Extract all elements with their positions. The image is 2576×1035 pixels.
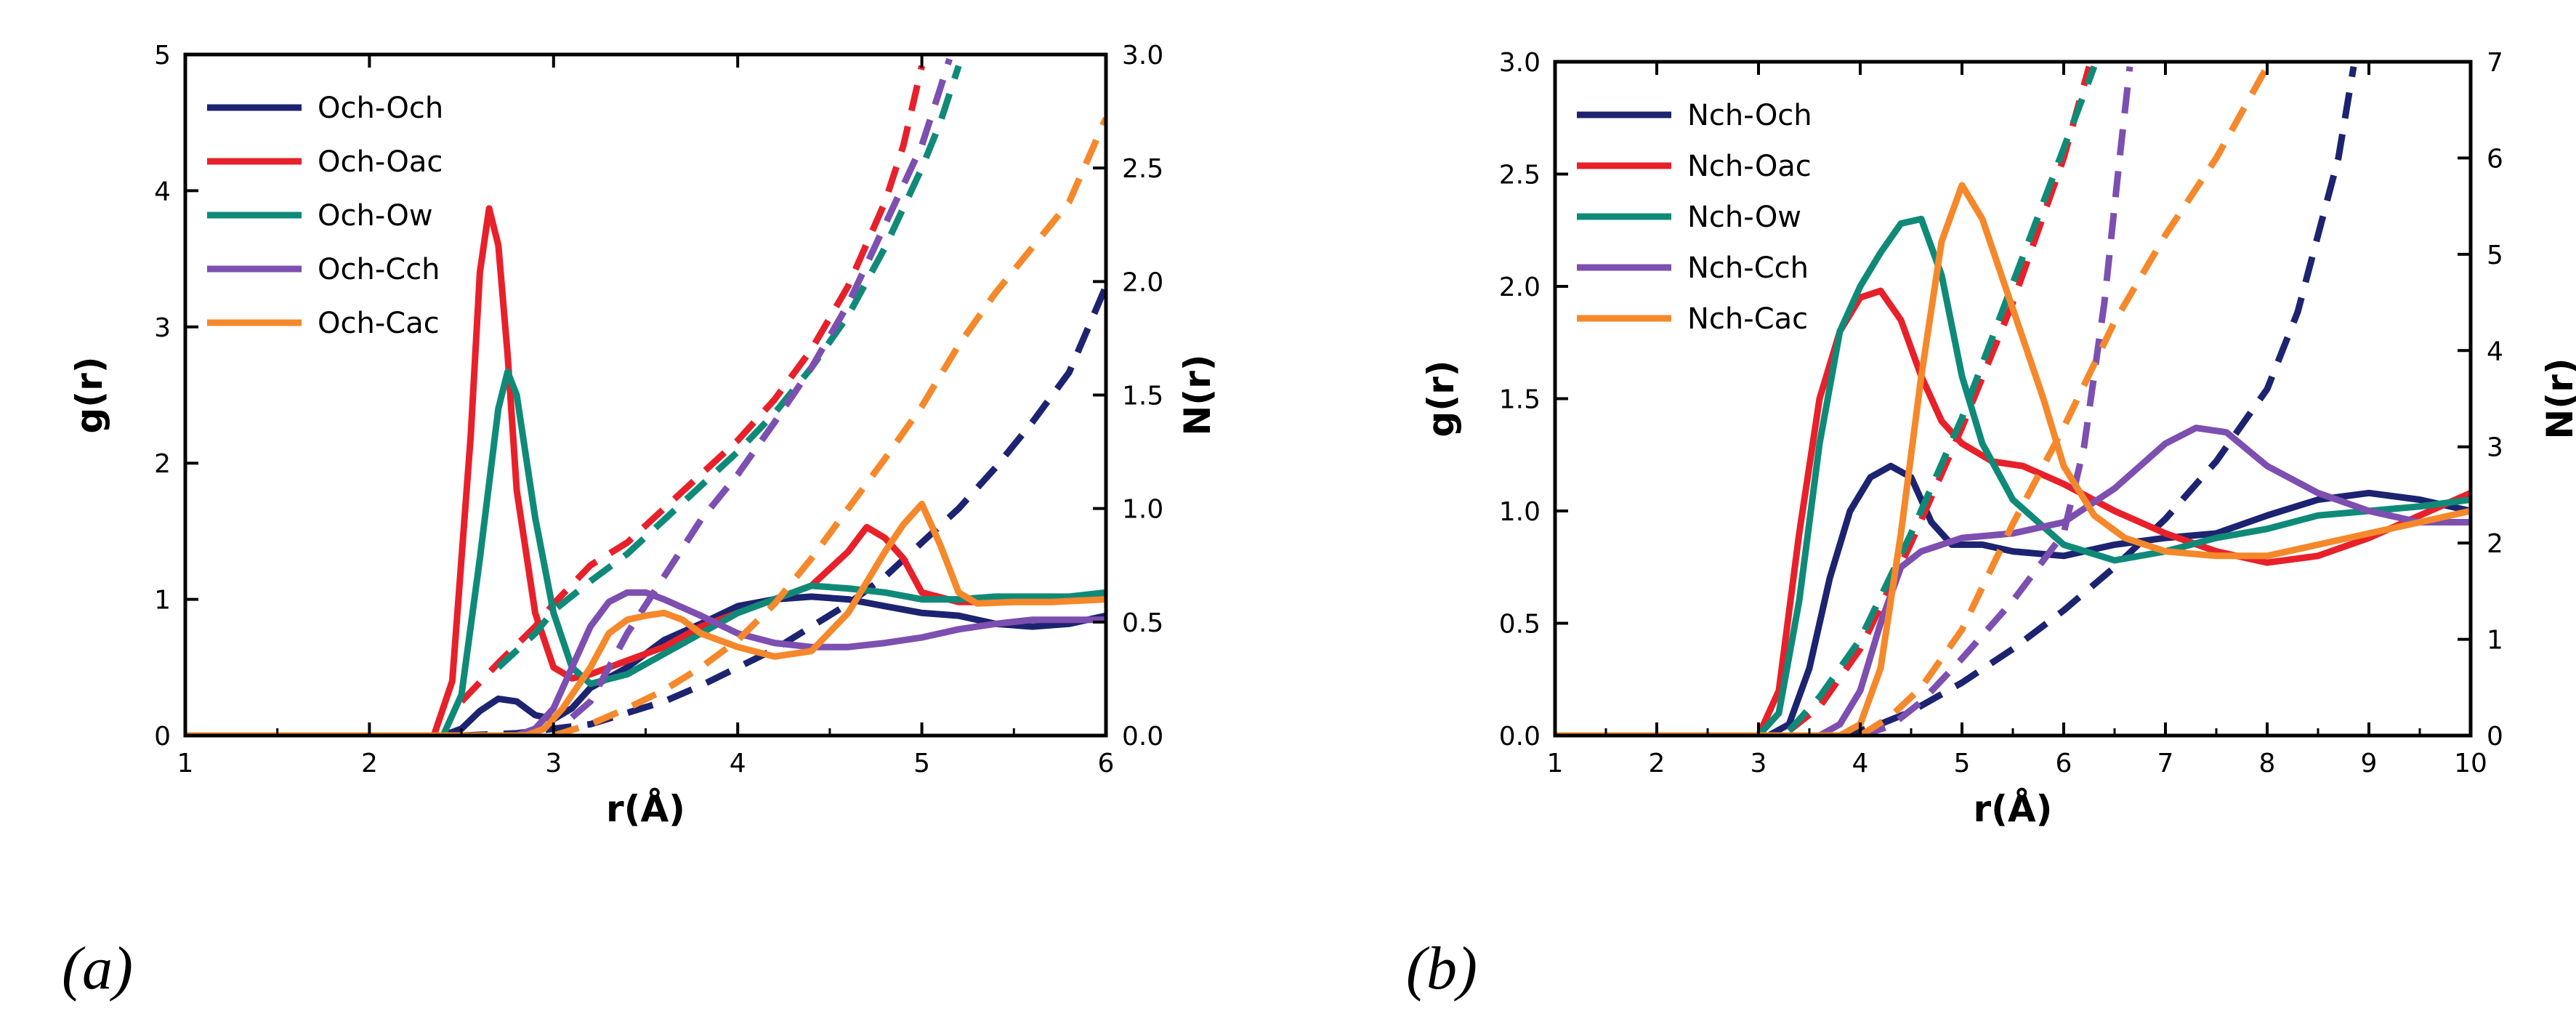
x-tick-label: 3 [545,749,562,778]
x-tick-label: 1 [177,749,194,778]
y-tick-label: 2.0 [1499,273,1541,302]
y2-tick-label: 0.5 [1122,608,1163,638]
x-tick-label: 4 [730,749,746,778]
n-curve-och-cac [552,116,1106,736]
legend-label: Nch-Oac [1687,150,1812,183]
y2-tick-label: 3 [2487,433,2503,463]
y2-tick-label: 1 [2487,626,2503,656]
y-tick-label: 0.0 [1499,722,1541,752]
y2-tick-label: 1.0 [1122,495,1163,525]
y-tick-label: 1.5 [1499,385,1541,415]
legend: Nch-Och Nch-Oac Nch-Ow Nch-Cch Nch-Cac [1577,99,1812,336]
n-curve-nch-oac [1787,65,2093,733]
y2-axis-title: N(r) [2539,358,2576,439]
n-curve-och-oac [459,65,925,704]
x-tick-label: 5 [913,749,930,778]
y2-tick-label: 7 [2487,48,2503,78]
n-curve-och-ow [496,65,962,670]
y-tick-label: 3 [154,313,171,343]
y2-tick-label: 4 [2487,337,2503,366]
g-curve-och-cch [185,589,1106,736]
y2-tick-label: 3.0 [1122,41,1163,71]
legend-label: Och-Cac [318,307,440,340]
legend-label: Nch-Cch [1687,251,1809,285]
g-curve-och-cac [185,500,1106,736]
y2-tick-label: 5 [2487,241,2503,270]
g-curve-och-oac [185,205,1106,736]
y2-tick-label: 2 [2487,529,2503,559]
curves [185,57,1106,736]
legend-label: Och-Oac [318,145,443,179]
y-tick-label: 5 [154,41,171,71]
y2-tick-label: 6 [2487,144,2503,174]
legend: Och-Och Och-Oac Och-Ow Och-Cch Och-Cac [207,92,443,340]
x-tick-label: 10 [2454,749,2487,778]
n-curve-och-och [461,284,1106,736]
curves [1555,65,2471,736]
x-tick-label: 2 [1649,749,1665,778]
y-tick-label: 2 [154,449,171,479]
g-curve-nch-och [1555,462,2471,736]
y-tick-label: 0 [154,722,171,752]
panel-label: (b) [1406,935,1477,1002]
x-tick-label: 5 [1954,749,1971,778]
y2-tick-label: 0.0 [1122,722,1163,752]
panel-b: 1 2 3 4 5 6 7 8 9 10 0.0 0.5 1.0 1.5 2.0 2.5 3.0 0 1 2 3 4 5 6 7… [1406,48,2576,1002]
y-tick-label: 4 [154,177,171,206]
panel-a: 1 2 3 4 5 60123450.00.51.01.52.02.53.0r(Å)g(r… [62,41,1219,1002]
y-tick-label: 1 [154,586,171,616]
y-tick-label: 0.5 [1499,610,1541,640]
legend-label: Och-Cch [318,253,440,286]
y2-tick-label: 2.0 [1122,267,1163,297]
n-curve-nch-cac [1858,65,2270,736]
x-tick-label: 6 [1098,749,1115,778]
x-tick-label: 6 [2056,749,2072,778]
legend-label: Och-Och [318,92,443,125]
g-curve-nch-cch [1555,424,2471,736]
x-axis-title: r(Å) [606,787,685,830]
n-curve-och-cch [570,57,953,720]
n-curve-nch-cch [1859,66,2133,736]
panel-label: (a) [62,935,133,1002]
g-curve-nch-ow [1555,215,2471,736]
y-tick-label: 1.0 [1499,497,1541,527]
g-curve-nch-oac [1555,287,2471,736]
y-axis-title: g(r) [1420,360,1462,437]
y-tick-label: 3.0 [1499,48,1541,78]
y-axis-title: g(r) [68,356,110,433]
legend-label: Och-Ow [318,199,433,233]
x-tick-label: 8 [2259,749,2276,778]
x-tick-label: 9 [2361,749,2378,778]
x-tick-label: 4 [1852,749,1869,778]
legend-label: Nch-Ow [1687,201,1801,234]
x-tick-label: 7 [2157,749,2174,778]
y2-tick-label: 0 [2487,722,2503,752]
x-tick-label: 1 [1547,749,1564,778]
legend-label: Nch-Och [1687,99,1812,132]
x-axis-title: r(Å) [1973,787,2052,830]
g-curve-och-ow [185,369,1106,736]
g-curve-nch-cac [1555,182,2471,736]
g-curve-och-och [185,593,1106,736]
legend-label: Nch-Cac [1687,302,1808,336]
y2-tick-label: 2.5 [1122,154,1163,184]
x-tick-label: 3 [1751,749,1767,778]
n-curve-nch-ow [1786,65,2098,733]
y-tick-label: 2.5 [1499,161,1541,190]
y2-axis-title: N(r) [1176,354,1219,435]
n-curve-nch-och [1838,65,2357,736]
y2-tick-label: 1.5 [1122,382,1163,411]
x-tick-label: 2 [361,749,378,778]
